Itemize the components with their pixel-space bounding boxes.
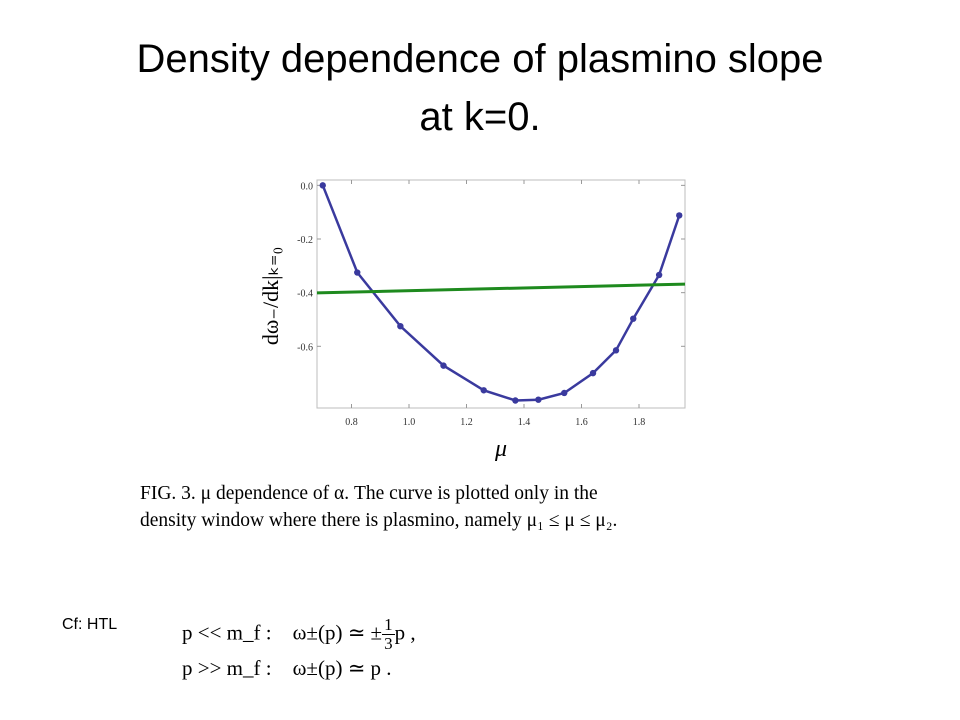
- series-layer: [316, 182, 686, 404]
- eq1-lhs: ω±(p) ≃ ±: [292, 620, 383, 645]
- htl-equation-soft: p << m_f : ω±(p) ≃ ±1 3 p ,: [182, 616, 416, 653]
- alpha-data-point: [561, 389, 568, 397]
- alpha-data-point: [676, 212, 683, 219]
- x-axis-ticks: 0.8 1.0 1.2 1.4 1.6 1.8: [345, 180, 645, 428]
- x-axis-label: μ: [494, 436, 507, 462]
- eq2-condition: p >> m_f :: [182, 656, 272, 680]
- htl-equation-hard: p >> m_f : ω±(p) ≃ p .: [182, 656, 392, 681]
- x-tick-label: 1.6: [575, 417, 588, 428]
- y-tick-label: -0.4: [297, 289, 313, 300]
- plot-frame: [316, 179, 686, 409]
- alpha-data-point: [397, 322, 404, 330]
- alpha-data-point: [535, 396, 542, 403]
- eq1-tail: p ,: [394, 620, 416, 645]
- x-tick-label: 1.0: [403, 417, 416, 428]
- x-tick-label: 1.8: [633, 417, 646, 428]
- x-tick-label: 1.2: [460, 417, 473, 428]
- slide-title-line-1: Density dependence of plasmino slope: [136, 37, 824, 81]
- alpha-data-point: [480, 387, 487, 394]
- y-tick-label: -0.6: [297, 342, 313, 353]
- alpha-data-point: [354, 269, 361, 276]
- figure-caption: FIG. 3. μ dependence of α. The curve is …: [140, 480, 800, 534]
- alpha-data-point: [655, 271, 663, 279]
- reference-line: [316, 282, 686, 295]
- cf-htl-label: Cf: HTL: [62, 616, 118, 633]
- alpha-data-point: [612, 347, 620, 354]
- alpha-data-point: [440, 362, 447, 369]
- slide-title-line-2: at k=0.: [419, 95, 541, 139]
- fraction-numerator: 1: [382, 615, 395, 635]
- alpha-data-point: [630, 315, 637, 322]
- caption-line-1: FIG. 3. μ dependence of α. The curve is …: [140, 483, 598, 504]
- x-tick-label: 1.4: [518, 417, 531, 428]
- y-tick-label: -0.2: [297, 235, 313, 246]
- eq1-condition: p << m_f :: [182, 620, 272, 645]
- y-axis-label: dω₋/dk|ₖ₌₀: [258, 247, 283, 345]
- slide-title: Density dependence of plasmino slope at …: [0, 30, 960, 146]
- alpha-data-point: [319, 182, 326, 189]
- x-tick-label: 0.8: [345, 417, 358, 428]
- y-tick-label: 0.0: [301, 181, 314, 192]
- fraction-denominator: 3: [384, 634, 393, 653]
- caption-line-2: density window where there is plasmino, …: [140, 510, 618, 531]
- alpha-data-point: [512, 397, 519, 404]
- alpha-data-point: [589, 369, 597, 377]
- eq2-rhs: ω±(p) ≃ p .: [292, 656, 392, 680]
